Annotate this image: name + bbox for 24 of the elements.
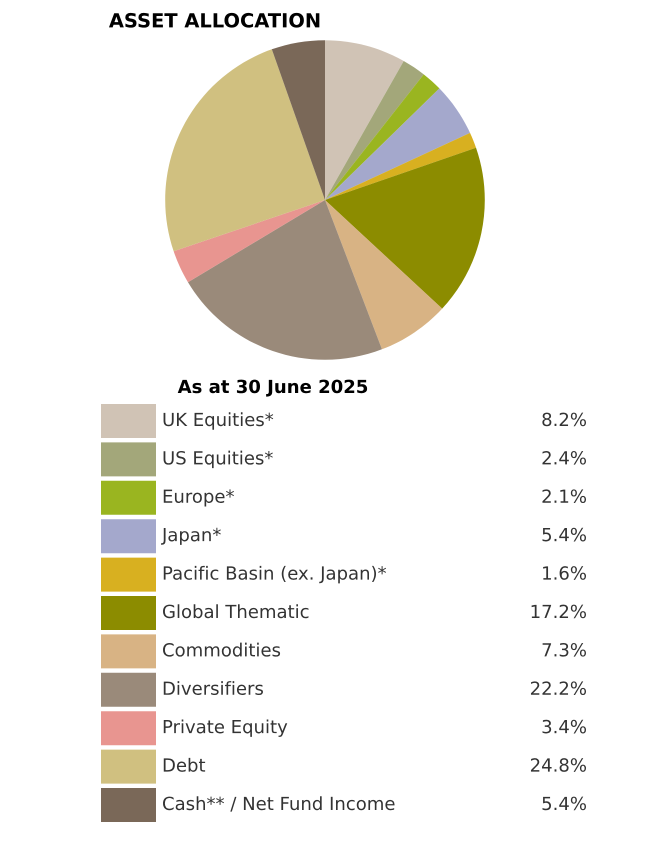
legend-label: Debt xyxy=(164,758,206,772)
legend-label: Japan* xyxy=(161,528,221,545)
data-label: 24.8% xyxy=(530,758,586,772)
legend-label: US Equities* xyxy=(164,450,273,468)
data-label: 5.4% xyxy=(542,528,586,542)
data-label: 2.1% xyxy=(542,489,586,504)
legend-label: Diversifiers xyxy=(164,681,263,696)
data-label: 5.4% xyxy=(542,796,586,810)
data-label: 8.2% xyxy=(542,412,586,426)
legend-label: Private Equity xyxy=(164,719,288,737)
data-label: 2.4% xyxy=(542,450,586,465)
legend-label: Commodities xyxy=(163,642,280,657)
legend-label: Pacific Basin (ex. Japan)* xyxy=(164,566,386,584)
text: As at 30 June 2025 xyxy=(178,380,368,397)
data-label: 1.6% xyxy=(543,566,586,580)
legend-label: Global Thematic xyxy=(163,604,308,618)
data-label: 17.2% xyxy=(532,604,586,618)
legend-label: Europe* xyxy=(164,489,234,507)
chart-title: ASSET ALLOCATION xyxy=(108,12,320,28)
legend-label: UK Equities* xyxy=(164,412,274,430)
data-label: 22.2% xyxy=(530,681,586,696)
legend-label: Cash** / Net Fund Income xyxy=(163,796,395,812)
data-label: 3.4% xyxy=(542,720,586,734)
data-label: 7.3% xyxy=(542,642,586,657)
